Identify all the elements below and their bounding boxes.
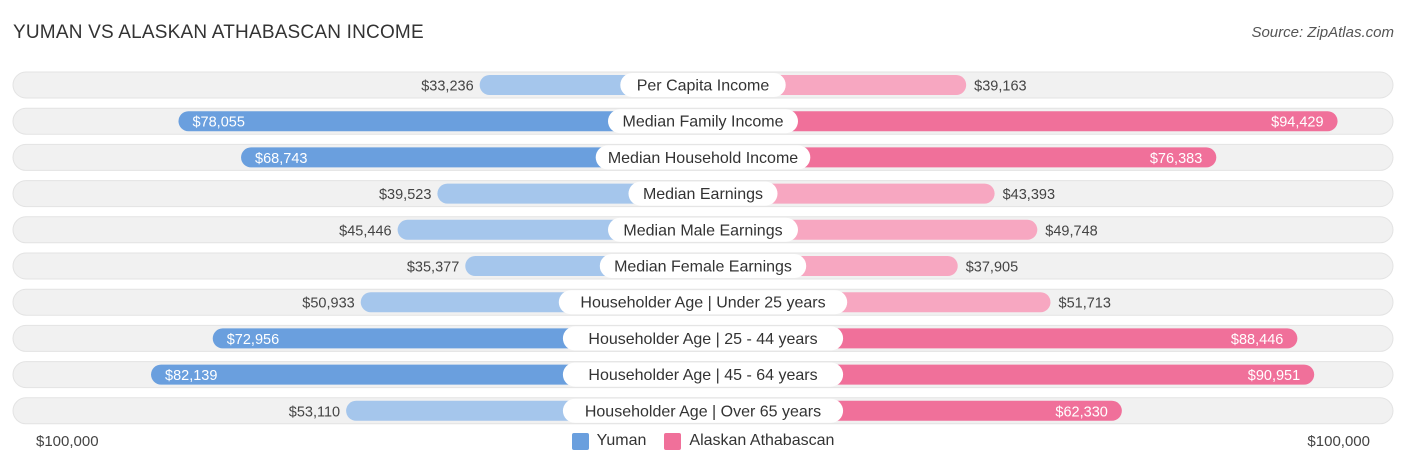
category-label-per-capita-income: Per Capita Income (637, 78, 770, 95)
category-pill-householder-age-45-64-years (562, 362, 844, 387)
value-label-alaskan-athabascan-per-capita-income: $39,163 (974, 79, 1026, 95)
category-label-householder-age-over-65-years: Householder Age | Over 65 years (585, 403, 821, 420)
bar-alaskan-athabascan-median-household-income (703, 147, 1217, 168)
value-label-yuman-median-earnings: $39,523 (379, 187, 431, 203)
value-label-alaskan-athabascan-median-earnings: $43,393 (1003, 187, 1055, 203)
value-label-alaskan-athabascan-householder-age-45-64-years: $90,951 (1248, 368, 1300, 384)
category-label-median-earnings: Median Earnings (643, 186, 763, 203)
category-pill-householder-age-25-44-years (562, 326, 844, 351)
category-label-median-household-income: Median Household Income (608, 150, 798, 167)
value-label-yuman-median-family-income: $78,055 (192, 115, 244, 131)
source-credit: Source: ZipAtlas.com (1251, 24, 1394, 41)
value-label-yuman-per-capita-income: $33,236 (421, 79, 473, 95)
bar-yuman-median-family-income (178, 111, 703, 132)
value-label-yuman-householder-age-under-25-years: $50,933 (302, 296, 354, 312)
axis-left-label: $100,000 (36, 433, 99, 450)
value-label-yuman-householder-age-45-64-years: $82,139 (165, 368, 217, 384)
category-label-median-female-earnings: Median Female Earnings (614, 259, 792, 276)
category-pill-median-earnings (628, 181, 778, 206)
legend-swatch-yuman (571, 432, 589, 450)
category-pill-householder-age-over-65-years (562, 398, 844, 423)
chart-title: YUMAN VS ALASKAN ATHABASCAN INCOME (13, 22, 424, 43)
value-label-alaskan-athabascan-householder-age-under-25-years: $51,713 (1059, 296, 1111, 312)
legend-label-yuman: Yuman (596, 432, 647, 449)
legend: Yuman Alaskan Athabascan (0, 432, 1406, 450)
value-label-yuman-householder-age-over-65-years: $53,110 (289, 404, 340, 420)
bar-alaskan-athabascan-householder-age-25-44-years (703, 328, 1298, 349)
value-label-alaskan-athabascan-median-household-income: $76,383 (1150, 151, 1202, 167)
category-pill-householder-age-under-25-years (558, 290, 848, 315)
value-label-alaskan-athabascan-householder-age-25-44-years: $88,446 (1231, 332, 1283, 348)
value-label-yuman-median-female-earnings: $35,377 (407, 260, 459, 276)
category-pill-median-household-income (595, 145, 811, 170)
category-label-householder-age-45-64-years: Householder Age | 45 - 64 years (588, 367, 817, 384)
bar-yuman-median-household-income (241, 147, 703, 168)
value-label-yuman-median-male-earnings: $45,446 (339, 223, 391, 239)
category-pill-median-male-earnings (608, 217, 798, 242)
bar-alaskan-athabascan-householder-age-45-64-years (703, 364, 1315, 385)
category-label-median-family-income: Median Family Income (623, 114, 784, 131)
value-label-alaskan-athabascan-householder-age-over-65-years: $62,330 (1055, 404, 1107, 420)
category-label-householder-age-25-44-years: Householder Age | 25 - 44 years (588, 331, 817, 348)
category-label-householder-age-under-25-years: Householder Age | Under 25 years (580, 295, 825, 312)
legend-item-yuman: Yuman (571, 432, 647, 450)
axis-right-label: $100,000 (1307, 433, 1370, 450)
category-pill-median-female-earnings (599, 254, 807, 278)
value-label-yuman-householder-age-25-44-years: $72,956 (227, 332, 279, 348)
category-pill-per-capita-income (620, 73, 786, 97)
legend-label-alaskan-athabascan: Alaskan Athabascan (689, 432, 835, 449)
legend-item-alaskan-athabascan: Alaskan Athabascan (664, 432, 834, 450)
category-label-median-male-earnings: Median Male Earnings (623, 222, 782, 239)
value-label-alaskan-athabascan-median-female-earnings: $37,905 (966, 260, 1018, 276)
category-pill-median-family-income (608, 109, 798, 134)
legend-swatch-alaskan-athabascan (664, 432, 682, 450)
value-label-alaskan-athabascan-median-family-income: $94,429 (1271, 115, 1323, 131)
value-label-alaskan-athabascan-median-male-earnings: $49,748 (1045, 223, 1097, 239)
value-label-yuman-median-household-income: $68,743 (255, 151, 307, 167)
bar-alaskan-athabascan-median-family-income (703, 111, 1338, 132)
